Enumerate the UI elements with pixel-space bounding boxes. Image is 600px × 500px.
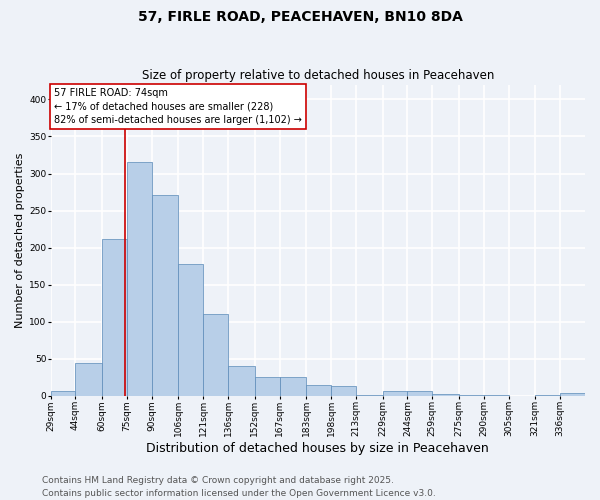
Y-axis label: Number of detached properties: Number of detached properties: [15, 152, 25, 328]
Bar: [50, 392, 76, 396]
X-axis label: Distribution of detached houses by size in Peacehaven: Distribution of detached houses by size …: [146, 442, 489, 455]
Text: 57, FIRLE ROAD, PEACEHAVEN, BN10 8DA: 57, FIRLE ROAD, PEACEHAVEN, BN10 8DA: [137, 10, 463, 24]
Bar: [255, 378, 280, 396]
Text: 57 FIRLE ROAD: 74sqm
← 17% of detached houses are smaller (228)
82% of semi-deta: 57 FIRLE ROAD: 74sqm ← 17% of detached h…: [54, 88, 302, 124]
Bar: [356, 395, 383, 396]
Bar: [152, 195, 178, 396]
Bar: [484, 395, 509, 396]
Bar: [433, 394, 459, 396]
Bar: [306, 385, 331, 396]
Bar: [203, 314, 228, 396]
Bar: [280, 378, 306, 396]
Bar: [178, 264, 203, 396]
Bar: [331, 386, 356, 396]
Bar: [383, 392, 407, 396]
Bar: [127, 162, 152, 396]
Bar: [407, 392, 433, 396]
Bar: [560, 393, 585, 396]
Text: Contains HM Land Registry data © Crown copyright and database right 2025.
Contai: Contains HM Land Registry data © Crown c…: [42, 476, 436, 498]
Bar: [76, 364, 102, 396]
Title: Size of property relative to detached houses in Peacehaven: Size of property relative to detached ho…: [142, 69, 494, 82]
Bar: [459, 395, 484, 396]
Bar: [228, 366, 255, 396]
Bar: [102, 240, 127, 396]
Bar: [535, 395, 560, 396]
